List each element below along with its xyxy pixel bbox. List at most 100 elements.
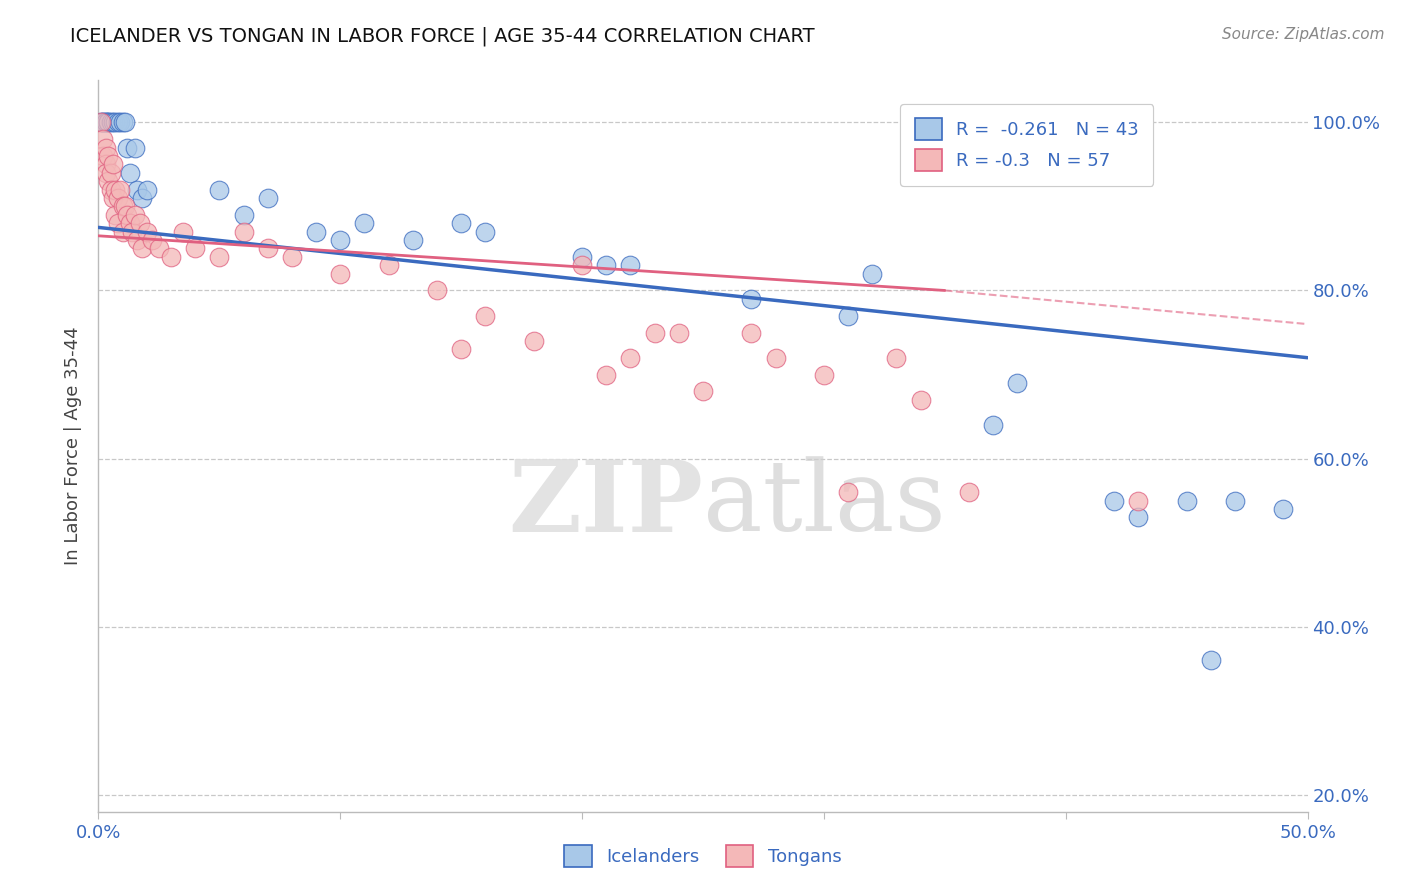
Point — [957, 485, 980, 500]
Point — [100, 115, 122, 129]
Point — [94, 115, 117, 129]
Point — [111, 199, 134, 213]
Point — [107, 191, 129, 205]
Point — [256, 191, 278, 205]
Point — [571, 258, 593, 272]
Point — [97, 174, 120, 188]
Point — [94, 157, 117, 171]
Point — [107, 115, 129, 129]
Point — [740, 326, 762, 340]
Point — [117, 208, 139, 222]
Point — [305, 225, 328, 239]
Point — [160, 250, 183, 264]
Text: Source: ZipAtlas.com: Source: ZipAtlas.com — [1222, 27, 1385, 42]
Point — [765, 351, 787, 365]
Point — [100, 183, 122, 197]
Point — [1272, 502, 1295, 516]
Point — [101, 191, 124, 205]
Point — [90, 115, 112, 129]
Point — [131, 191, 153, 205]
Point — [118, 216, 141, 230]
Point — [886, 351, 908, 365]
Point — [474, 309, 496, 323]
Point — [91, 132, 114, 146]
Point — [450, 216, 472, 230]
Point — [619, 258, 641, 272]
Point — [97, 115, 120, 129]
Point — [1175, 493, 1198, 508]
Point — [104, 208, 127, 222]
Point — [184, 242, 207, 256]
Point — [232, 208, 254, 222]
Point — [981, 417, 1004, 432]
Point — [94, 140, 117, 154]
Point — [111, 225, 134, 239]
Point — [135, 183, 157, 197]
Point — [97, 149, 120, 163]
Point — [426, 284, 449, 298]
Point — [117, 140, 139, 154]
Point — [94, 115, 117, 129]
Point — [104, 183, 127, 197]
Point — [1128, 510, 1150, 524]
Point — [124, 140, 146, 154]
Point — [837, 309, 859, 323]
Point — [910, 392, 932, 407]
Point — [108, 183, 131, 197]
Point — [232, 225, 254, 239]
Legend: R =  -0.261   N = 43, R = -0.3   N = 57: R = -0.261 N = 43, R = -0.3 N = 57 — [900, 104, 1153, 186]
Point — [740, 292, 762, 306]
Point — [402, 233, 425, 247]
Point — [256, 242, 278, 256]
Point — [523, 334, 546, 348]
Point — [377, 258, 399, 272]
Point — [450, 343, 472, 357]
Point — [91, 149, 114, 163]
Point — [141, 233, 163, 247]
Point — [595, 258, 617, 272]
Point — [131, 242, 153, 256]
Point — [837, 485, 859, 500]
Point — [135, 225, 157, 239]
Point — [121, 225, 143, 239]
Point — [571, 250, 593, 264]
Point — [813, 368, 835, 382]
Text: ICELANDER VS TONGAN IN LABOR FORCE | AGE 35-44 CORRELATION CHART: ICELANDER VS TONGAN IN LABOR FORCE | AGE… — [70, 27, 815, 46]
Point — [329, 233, 352, 247]
Point — [107, 216, 129, 230]
Point — [114, 199, 136, 213]
Text: atlas: atlas — [703, 457, 946, 552]
Point — [1128, 493, 1150, 508]
Point — [1223, 493, 1246, 508]
Y-axis label: In Labor Force | Age 35-44: In Labor Force | Age 35-44 — [65, 326, 83, 566]
Text: ZIP: ZIP — [508, 456, 703, 553]
Point — [101, 115, 124, 129]
Point — [127, 183, 149, 197]
Point — [353, 216, 375, 230]
Point — [692, 384, 714, 399]
Point — [128, 216, 150, 230]
Point — [104, 115, 127, 129]
Point — [208, 250, 231, 264]
Point — [1102, 493, 1125, 508]
Point — [595, 368, 617, 382]
Point — [668, 326, 690, 340]
Point — [101, 157, 124, 171]
Point — [172, 225, 194, 239]
Point — [329, 267, 352, 281]
Point — [100, 166, 122, 180]
Point — [1199, 653, 1222, 667]
Point — [127, 233, 149, 247]
Point — [619, 351, 641, 365]
Point — [474, 225, 496, 239]
Point — [860, 267, 883, 281]
Point — [90, 115, 112, 129]
Point — [208, 183, 231, 197]
Point — [94, 166, 117, 180]
Point — [124, 208, 146, 222]
Legend: Icelanders, Tongans: Icelanders, Tongans — [557, 838, 849, 874]
Point — [97, 115, 120, 129]
Point — [118, 166, 141, 180]
Point — [1007, 376, 1029, 390]
Point — [111, 115, 134, 129]
